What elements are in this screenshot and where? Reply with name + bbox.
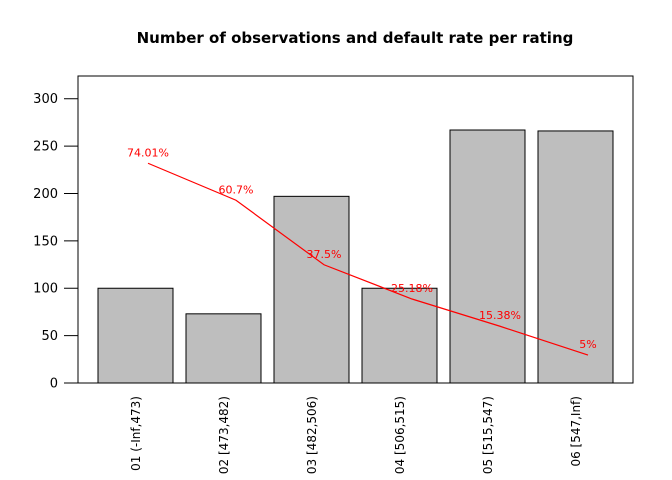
plot-frame [77, 75, 634, 384]
bar [449, 129, 526, 384]
bar [97, 287, 174, 384]
default-rate-point-label: 60.7% [219, 183, 254, 196]
y-axis: 0 50 100 150 200 250 300 [33, 92, 78, 392]
x-category-label: 02 [473,482) [217, 396, 231, 474]
bar [361, 287, 438, 384]
y-tick-label: 200 [33, 187, 58, 202]
default-rate-point-label: 25.18% [391, 282, 433, 295]
default-rate-point-label: 5% [579, 338, 596, 351]
y-tick-label: 150 [33, 234, 58, 249]
default-rate-point-label: 15.38% [479, 309, 521, 322]
x-axis: 01 (-Inf,473) 02 [473,482) 03 [482,506) 04 … [129, 396, 583, 474]
x-category-label: 01 (-Inf,473) [129, 396, 143, 471]
y-tick-label: 100 [33, 282, 58, 297]
default-rate-line: 74.01% 60.7% 37.5% 25.18% 15.38% 5% [127, 146, 597, 356]
plot-box [77, 75, 634, 384]
x-category-label: 04 [506,515) [393, 396, 407, 474]
bars-group [97, 129, 614, 384]
y-tick-label: 0 [50, 377, 58, 392]
bar [537, 130, 614, 384]
chart-title: Number of observations and default rate … [137, 29, 574, 47]
x-category-label: 03 [482,506) [305, 396, 319, 474]
default-rate-point-label: 74.01% [127, 146, 169, 159]
y-tick-label: 50 [41, 329, 58, 344]
x-category-label: 05 [515,547) [481, 396, 495, 474]
x-category-label: 06 [547,Inf) [569, 396, 583, 467]
y-tick-label: 250 [33, 140, 58, 155]
bar [185, 313, 262, 384]
default-rate-point-label: 37.5% [307, 248, 342, 261]
default-rate-polyline [147, 162, 589, 356]
y-tick-label: 300 [33, 92, 58, 107]
bar [273, 195, 350, 384]
